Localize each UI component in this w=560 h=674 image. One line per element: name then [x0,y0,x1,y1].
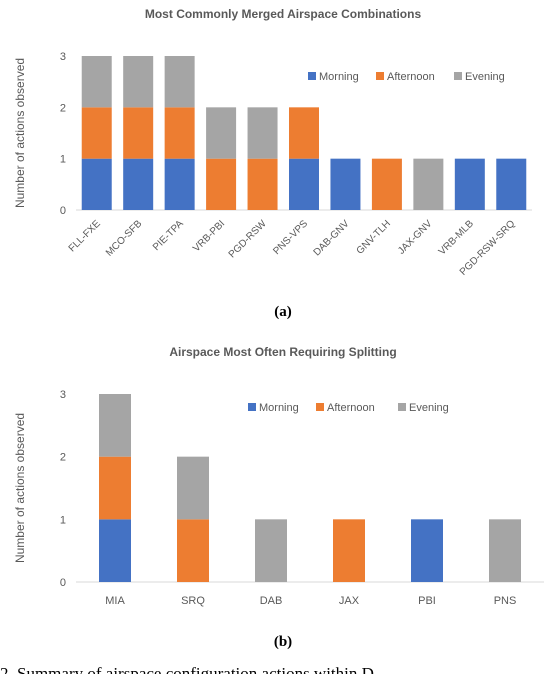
chart-caption: (b) [274,634,292,650]
y-tick-label: 3 [60,389,66,401]
bar-afternoon-gnv-tlh [371,158,402,210]
bar-morning-mco-sfb [123,158,154,210]
legend-swatch-evening [398,403,406,411]
x-tick-label: SRQ [181,595,205,607]
splitting-airspace-chart-svg: Airspace Most Often Requiring Splitting N… [13,345,544,650]
chart-title: Airspace Most Often Requiring Splitting [169,345,396,359]
splitting-airspace-chart: Airspace Most Often Requiring Splitting N… [0,336,560,666]
y-tick-label: 0 [60,577,66,589]
legend-label-evening: Evening [409,402,449,414]
bar-evening-jax-gnv [413,158,444,210]
chart-title: Most Commonly Merged Airspace Combinatio… [145,7,422,21]
bar-afternoon-pgd-rsw [247,158,278,210]
x-tick-label: VRB-MLB [437,218,476,257]
legend-label-afternoon: Afternoon [327,402,375,414]
x-tick-label: JAX [339,595,360,607]
bar-evening-dab [255,519,287,582]
x-tick-label: GNV-TLH [355,218,393,256]
legend-label-morning: Morning [319,71,359,83]
x-tick-label: JAX-GNV [396,218,435,257]
bar-morning-fll-fxe [81,158,112,210]
bar-morning-pgd-rsw-srq [496,158,527,210]
y-tick-label: 3 [60,51,66,63]
bar-evening-pie-tpa [164,56,195,108]
y-tick-label: 1 [60,514,66,526]
bar-evening-mia [99,394,131,457]
bar-evening-srq [177,456,209,520]
merged-airspace-chart: Most Commonly Merged Airspace Combinatio… [0,0,560,330]
figure-caption-text: 2. Summary of airspace configuration act… [0,664,374,674]
bar-afternoon-pie-tpa [164,107,195,159]
bar-morning-pbi [411,519,443,582]
chart-caption: (a) [274,304,292,320]
y-tick-label: 0 [60,205,66,217]
legend-label-morning: Morning [259,402,299,414]
x-tick-label: MIA [105,595,125,607]
x-tick-label: MCO-SFB [104,218,145,259]
x-tick-label: PBI [418,595,436,607]
bar-evening-mco-sfb [123,56,154,108]
legend-swatch-morning [308,72,316,80]
bar-afternoon-fll-fxe [81,107,112,159]
legend-swatch-evening [454,72,462,80]
bar-evening-fll-fxe [81,56,112,108]
y-tick-label: 1 [60,154,66,166]
bar-afternoon-jax [333,519,365,582]
bar-afternoon-mco-sfb [123,107,154,159]
x-tick-label: FLL-FXE [67,218,103,254]
bar-afternoon-srq [177,519,209,582]
x-tick-label: VRB-PBI [191,218,227,254]
bar-afternoon-pns-vps [289,107,319,159]
bar-morning-pns-vps [289,158,319,210]
legend-swatch-afternoon [316,403,324,411]
legend-label-afternoon: Afternoon [387,71,435,83]
y-axis-label: Number of actions observed [13,58,27,208]
bar-evening-vrb-pbi [206,107,237,159]
bar-evening-pgd-rsw [247,107,278,159]
bar-evening-pns [489,519,521,582]
x-tick-label: PNS-VPS [271,218,310,257]
x-tick-label: DAB-GNV [312,218,352,258]
bar-afternoon-mia [99,456,131,520]
x-tick-label: PIE-TPA [151,218,186,253]
legend-swatch-afternoon [376,72,384,80]
legend-swatch-morning [248,403,256,411]
legend-label-evening: Evening [465,71,505,83]
bar-morning-dab-gnv [330,158,361,210]
bar-morning-vrb-mlb [454,158,485,210]
y-tick-label: 2 [60,452,66,464]
bar-morning-mia [99,519,131,582]
x-tick-label: PGD-RSW [227,218,269,260]
merged-airspace-chart-svg: Most Commonly Merged Airspace Combinatio… [13,7,532,320]
y-tick-label: 2 [60,102,66,114]
x-tick-label: DAB [260,595,283,607]
bar-afternoon-vrb-pbi [206,158,237,210]
x-tick-label: PNS [494,595,517,607]
bar-morning-pie-tpa [164,158,195,210]
y-axis-label: Number of actions observed [13,413,27,563]
